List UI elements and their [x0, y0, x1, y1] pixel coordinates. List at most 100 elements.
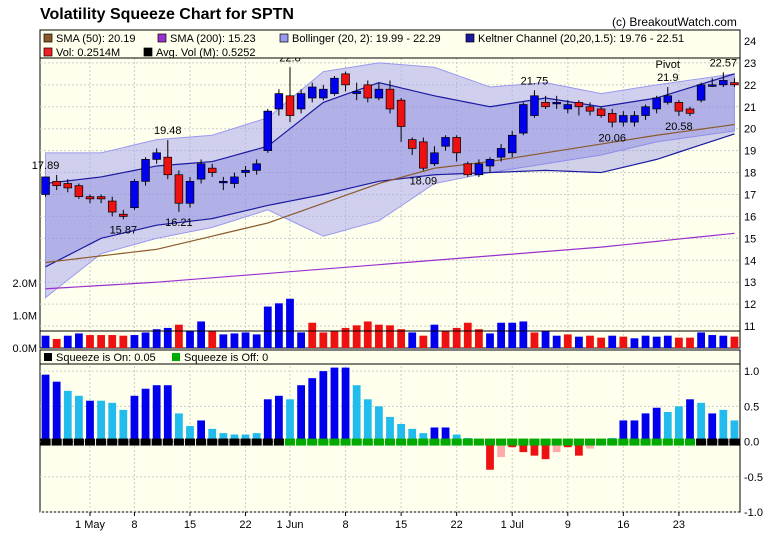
price-tick-label: 22: [744, 80, 756, 92]
volume-bar: [63, 335, 72, 348]
squeeze-dot: [418, 438, 429, 446]
squeeze-dot: [273, 438, 284, 446]
momentum-bar: [552, 441, 561, 453]
squeeze-dot: [51, 438, 62, 446]
momentum-bar: [641, 413, 650, 442]
volume-bar: [663, 335, 672, 348]
squeeze-dot: [673, 438, 684, 446]
volume-bar: [330, 331, 339, 348]
volume-bar: [719, 335, 728, 348]
momentum-bar: [308, 378, 317, 442]
price-tick-label: 20: [744, 124, 756, 136]
squeeze-dot: [718, 438, 729, 446]
candle: [385, 88, 395, 110]
squeeze-dot: [662, 438, 673, 446]
price-tick-label: 21: [744, 102, 756, 114]
volume-bar: [219, 334, 228, 348]
candle: [319, 88, 328, 99]
volume-bar: [163, 327, 172, 348]
volume-bar: [308, 322, 317, 348]
candle: [563, 104, 573, 110]
volume-bar: [175, 324, 183, 348]
volume-bar: [52, 338, 61, 348]
volume-bar: [530, 332, 539, 348]
momentum-bar: [719, 409, 728, 442]
squeeze-dot: [640, 438, 651, 446]
price-annotation: 19.48: [154, 125, 182, 137]
squeeze-dot: [229, 438, 240, 446]
volume-bar: [152, 329, 161, 348]
volume-tick-label: 0.0M: [13, 343, 37, 355]
squeeze-dot: [40, 438, 51, 446]
volume-bar: [341, 327, 350, 348]
momentum-bar: [297, 385, 305, 442]
candle: [130, 180, 139, 208]
candle: [641, 106, 650, 116]
legend-label: Avg. Vol (M): 0.5252: [156, 47, 255, 59]
squeeze-dot: [573, 438, 584, 446]
squeeze-dot: [607, 438, 618, 446]
squeeze-dot: [473, 438, 484, 446]
momentum-bar: [375, 406, 383, 442]
volume-bar: [697, 332, 705, 348]
momentum-bar: [141, 388, 150, 442]
x-tick-label: 8: [342, 519, 348, 531]
volume-bar: [197, 321, 205, 348]
candle: [441, 137, 450, 147]
volume-bar: [397, 329, 405, 348]
candle: [674, 102, 684, 112]
price-annotation: 18.09: [410, 176, 438, 188]
squeeze-tick-label: -1.0: [744, 507, 763, 519]
legend-swatch: [43, 47, 53, 57]
candle: [541, 102, 550, 108]
volume-bar: [708, 335, 717, 348]
squeeze-dot: [507, 438, 518, 446]
volume-bar: [297, 332, 305, 348]
x-tick-label: 1 Jun: [277, 519, 304, 531]
squeeze-dot: [184, 438, 196, 446]
volume-bar: [41, 335, 50, 348]
momentum-bar: [219, 433, 228, 442]
volume-bar: [452, 327, 461, 348]
momentum-bar: [230, 434, 239, 442]
momentum-bar: [130, 395, 139, 442]
momentum-bar: [52, 381, 61, 442]
volume-bar: [686, 337, 694, 348]
momentum-bar: [341, 367, 350, 442]
candle: [652, 97, 661, 110]
price-annotation: 17.89: [32, 160, 60, 172]
candle: [174, 174, 184, 204]
candle: [396, 99, 406, 127]
legend-label: Keltner Channel (20,20,1.5): 19.76 - 22.…: [478, 33, 684, 45]
volume-bar: [730, 336, 739, 348]
price-annotation: 20.58: [665, 121, 693, 133]
volume-bar: [619, 336, 628, 348]
squeeze-dot: [529, 438, 540, 446]
candle: [696, 84, 706, 101]
momentum-bar: [175, 413, 183, 442]
price-annotation: 15.87: [110, 224, 138, 236]
squeeze-dot: [218, 438, 229, 446]
x-tick-label: 22: [239, 519, 251, 531]
candle: [96, 196, 106, 200]
candle: [619, 115, 628, 123]
candle: [74, 185, 84, 198]
x-tick-label: 16: [617, 519, 629, 531]
legend-swatch: [465, 33, 475, 43]
volume-bar: [286, 298, 294, 348]
squeeze-dot: [318, 438, 329, 446]
squeeze-dot: [551, 438, 562, 446]
squeeze-dot: [62, 438, 73, 446]
candle: [585, 106, 595, 112]
volume-bar: [141, 332, 150, 348]
candle: [341, 73, 350, 86]
volume-bar: [497, 322, 505, 348]
momentum-bar: [730, 420, 739, 442]
legend-label: Bollinger (20, 2): 19.99 - 22.29: [292, 33, 441, 45]
candle: [530, 95, 539, 116]
volume-bar: [519, 321, 528, 348]
momentum-bar: [519, 441, 528, 453]
candle: [419, 141, 428, 169]
volume-bar: [408, 332, 417, 348]
price-tick-label: 18: [744, 168, 756, 180]
